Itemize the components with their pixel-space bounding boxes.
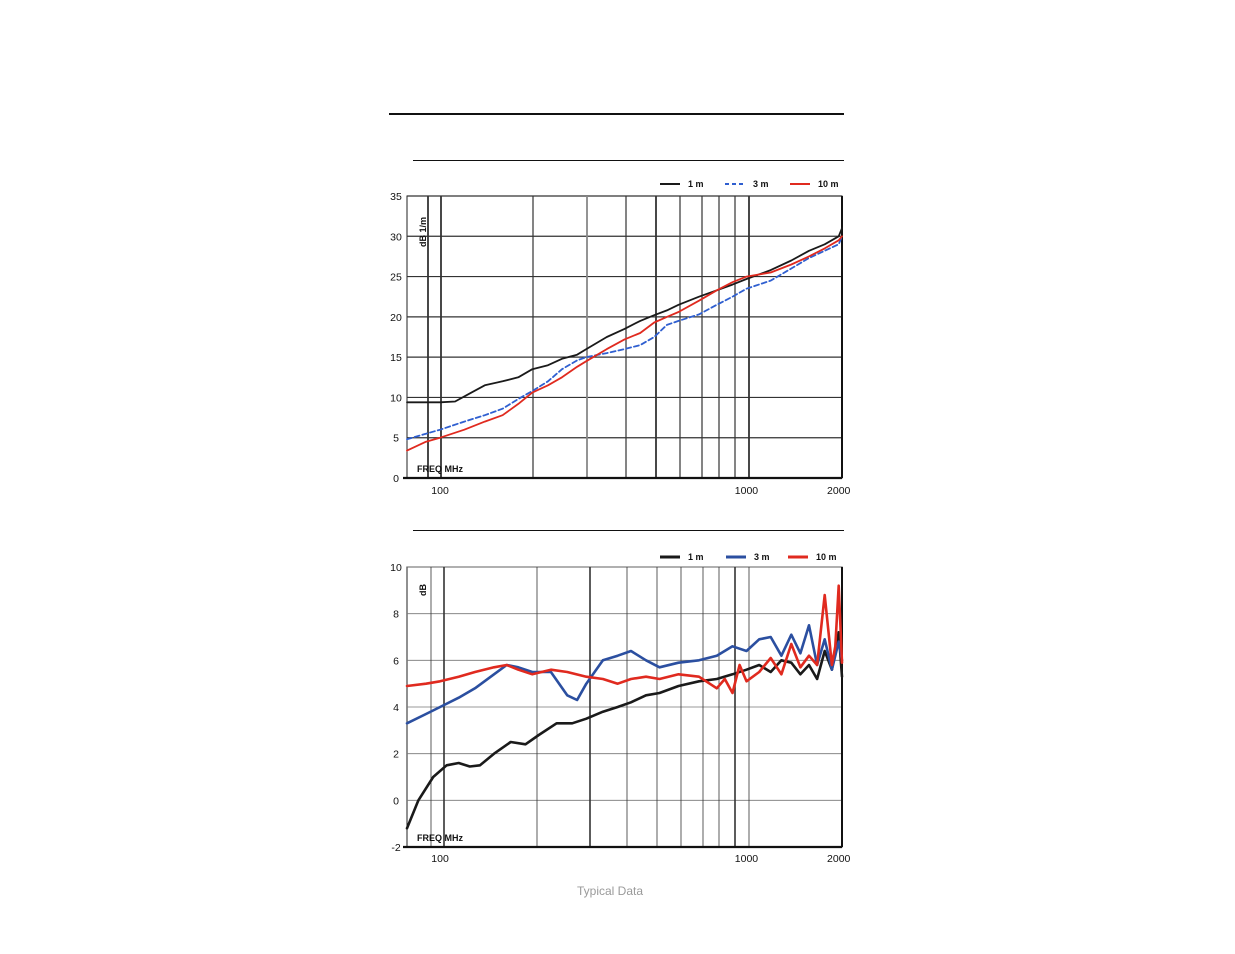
y-tick-label: 35 — [390, 191, 402, 203]
legend-label: 3 m — [754, 552, 770, 562]
freq-label: FREQ MHz — [417, 464, 463, 474]
legend-label: 10 m — [816, 552, 837, 562]
y-unit-label: dB — [418, 584, 428, 596]
series-line-1m — [406, 227, 843, 404]
chart-2-rule — [413, 530, 844, 531]
x-tick-label: 1000 — [735, 485, 759, 497]
series-line-1m — [405, 631, 844, 830]
x-tick-label: 100 — [431, 485, 449, 497]
series-line-10m — [406, 235, 843, 452]
series-line-3m — [406, 235, 843, 441]
x-tick-label: 100 — [431, 853, 449, 865]
y-tick-label: 20 — [390, 312, 402, 324]
y-tick-label: 25 — [390, 272, 402, 284]
y-tick-label: 6 — [393, 655, 399, 667]
legend-label: 1 m — [688, 552, 704, 562]
y-tick-label: 30 — [390, 231, 402, 243]
y-tick-label: 10 — [390, 562, 402, 574]
y-tick-label: 0 — [393, 473, 399, 485]
x-tick-label: 2000 — [827, 485, 851, 497]
plot-area — [406, 195, 843, 479]
y-unit-label: dB 1/m — [418, 217, 428, 247]
y-tick-label: 8 — [393, 609, 399, 621]
y-tick-label: 0 — [393, 795, 399, 807]
y-tick-label: -2 — [391, 842, 400, 854]
chart-1-rule — [413, 160, 844, 161]
x-tick-label: 1000 — [735, 853, 759, 865]
caption: Typical Data — [576, 884, 644, 898]
y-tick-label: 2 — [393, 749, 399, 761]
legend-label: 3 m — [753, 179, 769, 189]
chart-1: 0 5 10 15 20 25 30 35 100 1000 2000 FREQ MHz dB 1/m 1… — [390, 179, 850, 497]
chart-2: -2 0 2 4 6 8 10 100 1000 2000 FREQ MHz dB 1 m 3 m 10 m — [390, 552, 850, 865]
y-tick-label: 4 — [393, 702, 399, 714]
top-rule — [389, 113, 844, 115]
x-tick-label: 2000 — [827, 853, 851, 865]
legend-label: 10 m — [818, 179, 839, 189]
legend-label: 1 m — [688, 179, 704, 189]
y-tick-label: 10 — [390, 392, 402, 404]
series-line-10m — [405, 584, 844, 695]
y-tick-label: 5 — [393, 433, 399, 445]
y-tick-label: 15 — [390, 352, 402, 364]
series-line-3m — [405, 624, 844, 725]
freq-label: FREQ MHz — [417, 833, 463, 843]
